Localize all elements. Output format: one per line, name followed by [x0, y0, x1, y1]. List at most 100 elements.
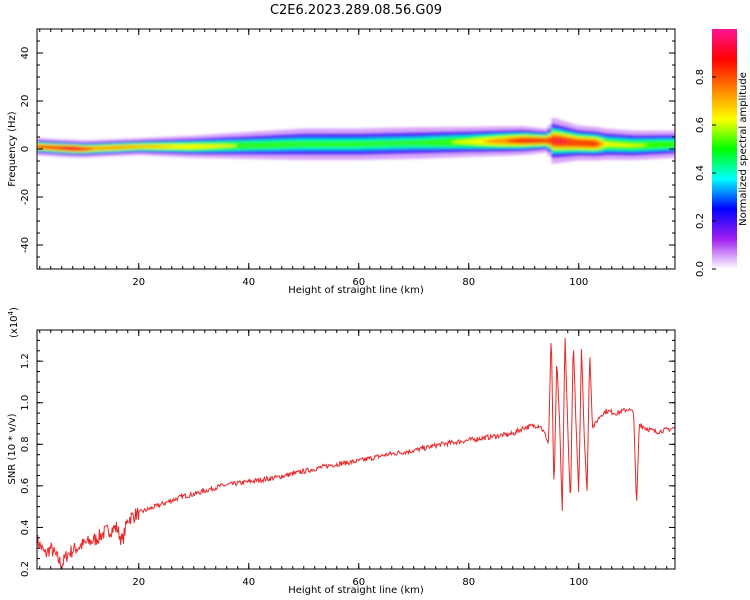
heatmap-cell [559, 139, 564, 144]
heatmap-cell [571, 138, 576, 147]
heatmap-cell [471, 139, 477, 145]
heatmap-cell [72, 147, 78, 150]
heatmap-cell [200, 144, 206, 149]
heatmap-cell [411, 140, 417, 146]
y-tick-label: 20 [20, 95, 31, 108]
heatmap-cell [332, 141, 337, 147]
heatmap-cell [196, 144, 202, 149]
heatmap-cell [280, 141, 285, 148]
heatmap-cell [124, 145, 130, 149]
heatmap-cell [272, 141, 277, 148]
heatmap-cell [655, 141, 660, 149]
y-tick-label: 0.4 [20, 519, 31, 535]
heatmap-cell [395, 140, 401, 146]
heatmap-cell [475, 138, 481, 145]
heatmap-cell [88, 147, 94, 150]
colorbar-label: Normalized spectral amplitude [738, 72, 749, 226]
spectrogram-y-axis-label: Frequency (Hz) [7, 111, 18, 187]
heatmap-cell [443, 138, 449, 147]
heatmap-cell [591, 140, 596, 147]
heatmap-cell [459, 140, 465, 144]
snr-series-line [37, 337, 675, 569]
colorbar-tick-label: 0.0 [695, 261, 706, 277]
colorbar-tick-label: 0.8 [695, 69, 706, 85]
heatmap-cell [308, 141, 313, 147]
heatmap-cell [112, 145, 118, 150]
colorbar-tick-label: 0.6 [695, 117, 706, 133]
heatmap-cell [659, 141, 664, 149]
x-tick-label: 40 [242, 277, 255, 288]
snr-y-axis-label: SNR (10 * v/v) [7, 413, 18, 484]
heatmap-cell [583, 140, 588, 147]
heatmap-cell [403, 140, 409, 146]
heatmap-cell [116, 145, 122, 150]
heatmap-cell [236, 142, 241, 150]
heatmap-cell [64, 147, 70, 150]
heatmap-cell [567, 141, 572, 143]
heatmap-cell [531, 138, 537, 143]
y-tick-label: 40 [20, 47, 31, 60]
heatmap-cell [671, 141, 675, 148]
heatmap-cell [491, 139, 497, 144]
colorbar-ticks: 0.0 0.2 0.4 0.6 0.8 [695, 69, 716, 277]
heatmap-cell [603, 141, 608, 147]
heatmap-cell [84, 147, 90, 151]
heatmap-cell [56, 146, 62, 150]
heatmap-cell [487, 139, 493, 144]
heatmap-cell [312, 141, 317, 147]
heatmap-cell [52, 146, 58, 150]
heatmap-cell [120, 145, 126, 149]
heatmap-cell [244, 142, 249, 149]
heatmap-cell [467, 139, 473, 144]
heatmap-cell [132, 145, 138, 148]
heatmap-cell [316, 141, 321, 147]
heatmap-cell [240, 142, 245, 149]
heatmap-cell [264, 141, 269, 149]
x-tick-label: 100 [569, 577, 588, 588]
heatmap-cell [96, 146, 102, 150]
heatmap-cell [479, 138, 485, 145]
heatmap-cell [92, 146, 98, 151]
snr-y-multiplier: (x104) [7, 307, 20, 338]
x-tick-label: 60 [352, 577, 365, 588]
heatmap-cell [296, 141, 301, 147]
heatmap-cell [212, 144, 218, 149]
heatmap-cell [356, 141, 361, 147]
heatmap-cell [152, 145, 158, 148]
snr-frame [36, 329, 676, 570]
heatmap-cell [363, 141, 369, 147]
heatmap-cell [619, 143, 624, 147]
heatmap-cell [371, 141, 377, 147]
heatmap-cell [204, 144, 210, 149]
heatmap-cell [523, 138, 529, 144]
heatmap-cell [563, 140, 568, 144]
heatmap-cell [623, 143, 628, 147]
heatmap-cell [156, 145, 162, 148]
x-tick-label: 80 [462, 577, 475, 588]
heatmap-cell [635, 144, 640, 147]
heatmap-cell [607, 142, 612, 147]
heatmap-cell [515, 138, 521, 143]
colorbar-tick-label: 0.2 [695, 213, 706, 229]
heatmap-cell [168, 146, 174, 148]
y-tick-label: 0 [20, 146, 31, 152]
y-tick-label: 1.0 [20, 395, 31, 411]
heatmap-cell [300, 141, 305, 147]
heatmap-cell [387, 141, 393, 146]
heatmap-cell [100, 146, 106, 150]
heatmap-cell [288, 141, 293, 148]
heatmap-cell [423, 139, 429, 146]
heatmap-cell [60, 147, 66, 149]
heatmap-cell [220, 144, 226, 148]
heatmap-cell [495, 138, 501, 144]
heatmap-cell [595, 141, 600, 146]
heatmap-cell [276, 141, 281, 148]
heatmap-cell [419, 139, 425, 146]
y-tick-label: -40 [20, 237, 31, 253]
heatmap-cell [128, 145, 134, 149]
heatmap-cell [76, 147, 82, 150]
x-tick-label: 20 [132, 277, 145, 288]
heatmap-cell [252, 142, 257, 149]
heatmap-cell [48, 146, 54, 149]
